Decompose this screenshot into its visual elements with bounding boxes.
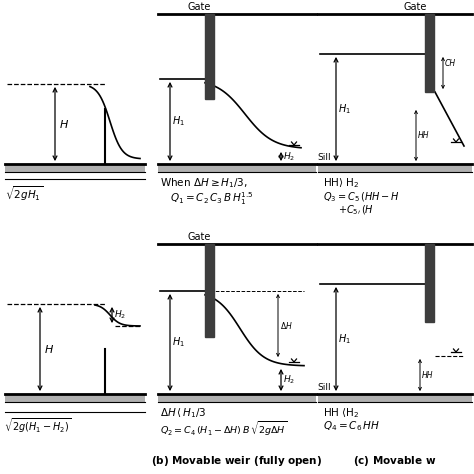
Text: $\sqrt{2gH_1}$: $\sqrt{2gH_1}$ (5, 184, 43, 203)
Text: $H_1$: $H_1$ (338, 102, 351, 116)
Bar (206, 244, 215, 337)
Text: HH $\langle$H$_2$: HH $\langle$H$_2$ (323, 406, 360, 420)
Text: Sill: Sill (317, 153, 331, 162)
Text: $H$: $H$ (44, 343, 54, 355)
Text: $H_2$: $H_2$ (283, 150, 295, 163)
Bar (5, 394, 145, 402)
Text: $\mathbf{(c)}$ Movable w: $\mathbf{(c)}$ Movable w (353, 454, 437, 468)
Bar (158, 164, 316, 172)
Text: $\Delta H$: $\Delta H$ (280, 320, 293, 331)
Text: $H_1$: $H_1$ (172, 115, 185, 128)
Bar (158, 394, 316, 402)
Text: $H_2$: $H_2$ (283, 374, 295, 386)
Bar (318, 394, 472, 402)
Text: $Q_4 = C_6\,HH$: $Q_4 = C_6\,HH$ (323, 419, 380, 433)
Text: $H_1$: $H_1$ (172, 336, 185, 349)
Text: Gate: Gate (404, 2, 428, 12)
Text: $\mathbf{(b)}$ Movable weir (fully open): $\mathbf{(b)}$ Movable weir (fully open) (151, 454, 323, 468)
Text: HH$\rangle$ H$_2$: HH$\rangle$ H$_2$ (323, 176, 360, 190)
Bar (5, 164, 145, 172)
Bar (318, 164, 472, 172)
Bar (426, 14, 435, 92)
Text: Gate: Gate (188, 2, 211, 12)
Bar (206, 14, 215, 99)
Text: $Q_3 = C_5\,(HH-H$: $Q_3 = C_5\,(HH-H$ (323, 190, 400, 204)
Text: $\Delta H\,\langle\,H_1/3$: $\Delta H\,\langle\,H_1/3$ (160, 406, 206, 420)
Text: $H$: $H$ (59, 118, 69, 130)
Text: $Q_1 = C_2\,C_3\,B\,H_1^{1.5}$: $Q_1 = C_2\,C_3\,B\,H_1^{1.5}$ (170, 190, 254, 207)
Text: Gate: Gate (188, 232, 211, 242)
Text: HH: HH (418, 131, 429, 140)
Text: $H_2$: $H_2$ (114, 309, 126, 321)
Text: $\sqrt{2g(H_1-H_2)}$: $\sqrt{2g(H_1-H_2)}$ (4, 416, 72, 435)
Text: When $\Delta H \geq H_1/3,$: When $\Delta H \geq H_1/3,$ (160, 176, 248, 190)
Text: $H_1$: $H_1$ (338, 332, 351, 346)
Text: HH: HH (422, 371, 434, 380)
Text: $+C_{5\prime}\,(H$: $+C_{5\prime}\,(H$ (338, 203, 374, 217)
Bar (426, 244, 435, 322)
Text: CH: CH (445, 58, 456, 67)
Text: Sill: Sill (317, 383, 331, 392)
Text: $Q_2 = C_4\,(H_1-\Delta H)\,B\,\sqrt{2g\Delta H}$: $Q_2 = C_4\,(H_1-\Delta H)\,B\,\sqrt{2g\… (160, 419, 287, 438)
